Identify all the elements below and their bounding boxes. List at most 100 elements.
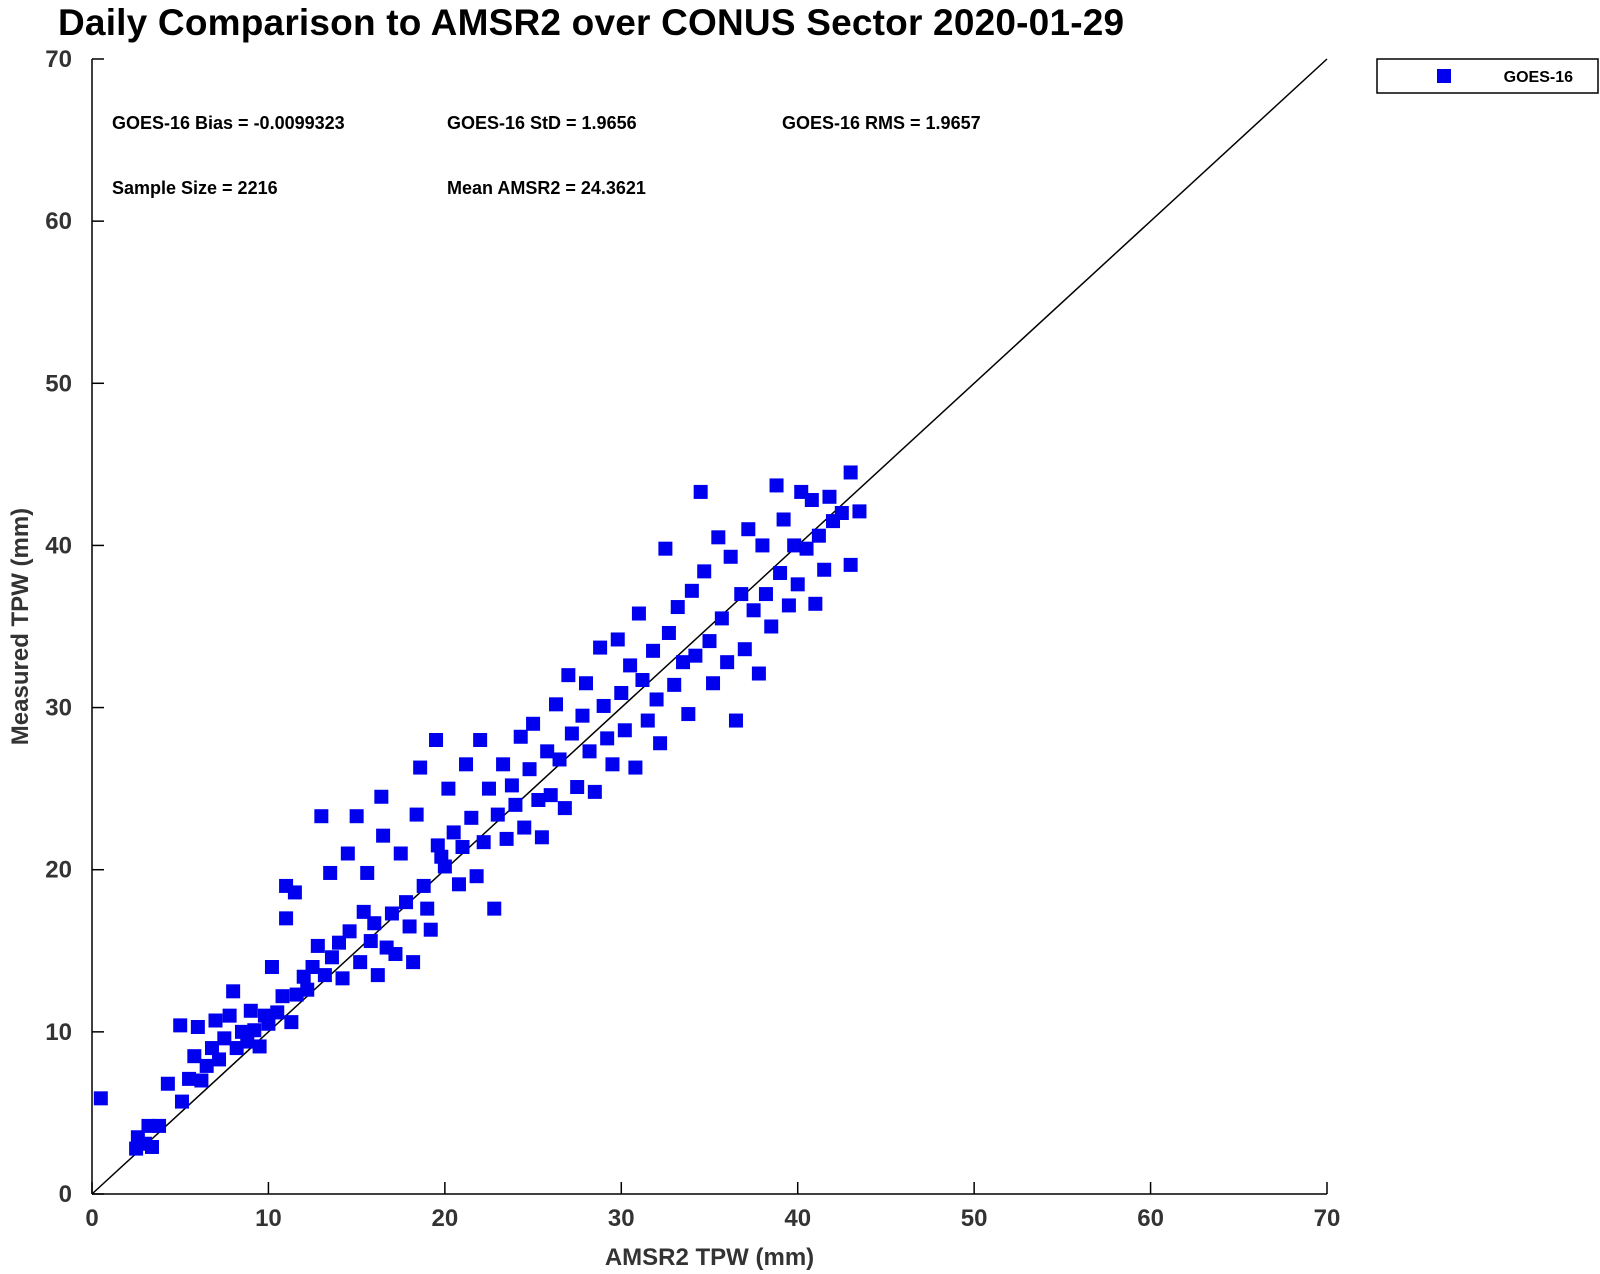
data-point [741,522,756,537]
data-point [564,726,579,741]
stat-annotation: GOES-16 RMS = 1.9657 [782,113,981,133]
data-point [182,1071,197,1086]
data-point [393,846,408,861]
legend-box [1376,58,1599,94]
data-point [305,960,320,974]
x-tick-label: 50 [961,1205,988,1232]
data-point [734,587,749,602]
data-point [661,625,676,640]
data-point [229,1041,244,1056]
data-point [173,1018,188,1033]
data-point [804,493,819,508]
data-point [758,587,773,602]
legend-label: GOES-16 [1504,69,1573,86]
one-to-one-line [91,58,1328,1195]
data-point [174,1094,189,1109]
data-point [208,1013,223,1028]
data-point [409,807,424,822]
data-point [252,1039,267,1054]
data-point [459,757,474,772]
data-point [270,1005,285,1020]
data-point [787,538,802,553]
data-point [399,895,414,910]
data-point [289,987,304,1002]
data-point [310,938,325,953]
data-point [217,1031,232,1046]
data-point [332,935,346,950]
data-point [226,984,241,999]
y-tick-label: 10 [45,1019,72,1046]
data-point [531,792,546,807]
data-point [843,465,858,480]
y-axis-label: Measured TPW (mm) [7,508,34,745]
stat-annotation: Sample Size = 2216 [112,178,278,198]
data-point [363,934,378,949]
data-point [323,865,338,880]
data-point [737,642,752,657]
data-point [490,807,505,822]
x-tick-label: 30 [608,1205,635,1232]
y-tick-label: 30 [45,695,72,722]
data-point [697,564,712,579]
data-point [600,731,615,746]
data-point [781,598,796,613]
data-point [623,658,638,673]
data-point [504,778,519,793]
data-point [640,713,655,728]
data-point [300,982,315,997]
x-tick-label: 60 [1137,1205,1164,1232]
data-point [187,1049,202,1064]
y-tick-label: 60 [45,208,72,235]
data-point [670,600,685,615]
legend: GOES-16 [1376,58,1599,94]
data-point [261,1016,276,1031]
data-point [335,971,350,986]
data-point [776,512,791,527]
data-point [340,846,355,861]
data-point [487,901,502,916]
data-point [614,685,629,700]
data-point [356,904,371,919]
data-point [455,840,470,855]
data-point [684,583,699,598]
y-tick-label: 40 [45,532,72,559]
data-point [579,676,593,691]
data-point [575,708,590,723]
data-point [370,968,385,983]
data-points [93,465,867,1156]
stat-annotation: GOES-16 Bias = -0.0099323 [112,113,345,133]
stat-annotation: GOES-16 StD = 1.9656 [447,113,637,133]
data-point [852,504,867,519]
data-point [834,506,849,520]
data-point [496,757,511,772]
data-point [240,1034,255,1049]
data-point [746,603,761,618]
data-point [706,676,721,691]
data-point [279,911,294,926]
data-point [194,1073,209,1088]
data-point [388,947,403,962]
data-point [473,733,488,747]
data-point [222,1008,237,1023]
data-point [790,577,805,592]
data-point [464,810,479,825]
data-point [688,648,703,663]
data-point [160,1076,175,1091]
data-point [570,780,585,795]
data-point [720,655,735,670]
data-point [769,478,784,493]
data-point [360,865,375,880]
x-tick-label: 40 [784,1205,811,1232]
data-point [817,562,832,577]
data-point [402,919,417,934]
data-point [429,733,444,747]
x-tick-label: 10 [255,1205,282,1232]
data-point [617,723,632,738]
data-point [693,484,708,499]
data-point [610,632,625,647]
data-point [702,634,717,649]
data-point [353,955,368,970]
data-point [141,1118,156,1133]
y-tick-label: 0 [59,1181,72,1208]
data-point [808,596,823,611]
